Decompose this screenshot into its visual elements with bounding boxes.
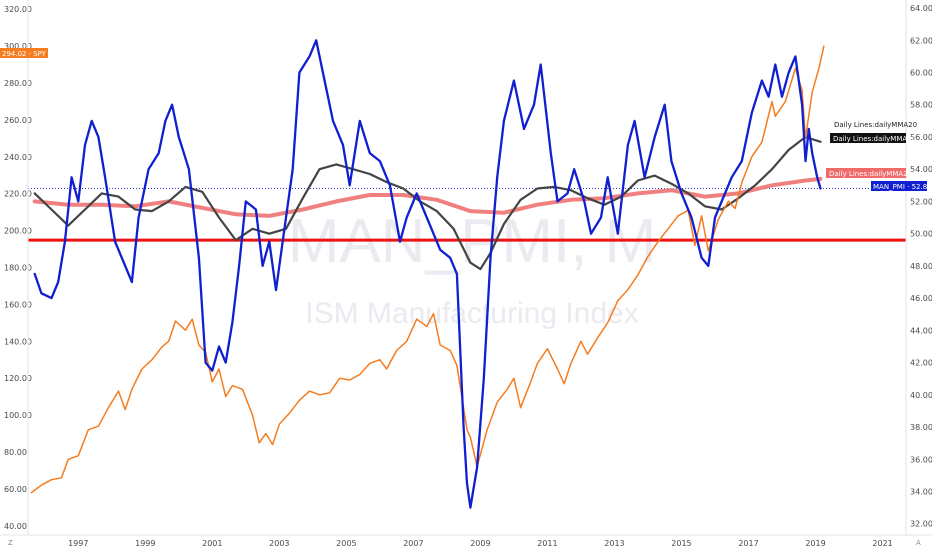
x-tick-label: 2015 <box>671 539 691 548</box>
left-tick-label: 220.00 <box>4 190 32 199</box>
right-tick-label: 44.00 <box>910 326 932 335</box>
x-tick-label: 2001 <box>202 539 222 548</box>
x-tick-label: 2017 <box>738 539 758 548</box>
spy-line[interactable] <box>30 45 825 494</box>
left-tick-label: 320.00 <box>4 5 32 14</box>
left-tick-label: 300.00 <box>4 42 32 51</box>
x-tick-label: 2021 <box>872 539 892 548</box>
x-tick-label: 2009 <box>470 539 490 548</box>
pmi-price-badge: MAN_PMI · 52.80 <box>871 181 932 191</box>
ma20-line[interactable] <box>33 135 822 271</box>
ma200-badge-text: Daily Lines:dailyMMA200 <box>829 170 917 178</box>
right-tick-label: 40.00 <box>910 391 932 400</box>
right-tick-label: 36.00 <box>910 455 932 464</box>
pmi-line[interactable] <box>33 39 822 509</box>
right-tick-label: 52.00 <box>910 197 932 206</box>
right-tick-label: 34.00 <box>910 487 932 496</box>
x-tick-label: 2005 <box>336 539 356 548</box>
left-tick-label: 80.00 <box>4 448 27 457</box>
left-tick-label: 260.00 <box>4 116 32 125</box>
right-tick-label: 42.00 <box>910 359 932 368</box>
right-tick-label: 48.00 <box>910 262 932 271</box>
ma50-badge-text: Daily Lines:dailyMMA50 <box>833 135 916 143</box>
left-tick-label: 280.00 <box>4 79 32 88</box>
ma200-badge: Daily Lines:dailyMMA200 <box>826 168 917 178</box>
right-tick-label: 58.00 <box>910 101 932 110</box>
right-tick-label: 32.00 <box>910 520 932 529</box>
right-tick-label: 60.00 <box>910 69 932 78</box>
right-tick-label: 50.00 <box>910 230 932 239</box>
right-tick-label: 38.00 <box>910 423 932 432</box>
x-tick-label: 2019 <box>805 539 825 548</box>
right-tick-label: 46.00 <box>910 294 932 303</box>
right-tick-label: 54.00 <box>910 165 932 174</box>
left-tick-label: 140.00 <box>4 337 32 346</box>
x-tick-label: 2007 <box>403 539 423 548</box>
left-tick-label: 60.00 <box>4 485 27 494</box>
right-tick-label: 56.00 <box>910 133 932 142</box>
x-tick-label: 1997 <box>68 539 88 548</box>
series-layer <box>28 39 906 509</box>
left-tick-label: 100.00 <box>4 411 32 420</box>
watermark-description: ISM Manufacturing Index <box>305 297 639 330</box>
right-price-axis[interactable]: 32.00 34.00 36.00 38.00 40.00 42.00 44.00 46.00… <box>910 4 932 529</box>
spy-price-badge-text: 294.02 · SPY <box>2 50 47 58</box>
left-tick-label: 180.00 <box>4 264 32 273</box>
pmi-price-badge-text: MAN_PMI · 52.80 <box>873 183 932 191</box>
x-tick-label: 2011 <box>537 539 557 548</box>
left-tick-label: 200.00 <box>4 227 32 236</box>
ma20-note: Daily Lines:dailyMMA20 <box>834 121 917 129</box>
left-tick-label: 40.00 <box>4 522 27 531</box>
x-tick-label: 2003 <box>269 539 289 548</box>
left-tick-label: 160.00 <box>4 300 32 309</box>
left-tick-label: 120.00 <box>4 374 32 383</box>
auto-scale-icon[interactable]: A <box>916 539 921 547</box>
left-tick-label: 240.00 <box>4 153 32 162</box>
left-price-axis[interactable]: 40.00 60.00 80.00 100.00 120.00 140.00 160.00 1… <box>4 5 32 531</box>
ma50-badge: Daily Lines:dailyMMA50 <box>830 133 916 143</box>
x-tick-label: 1999 <box>135 539 155 548</box>
right-tick-label: 64.00 <box>910 4 932 13</box>
spy-price-badge: 294.02 · SPY <box>0 48 48 58</box>
time-axis[interactable]: 1997 1999 2001 2003 2005 2007 2009 2011 2013 2015… <box>68 539 893 548</box>
right-tick-label: 62.00 <box>910 36 932 45</box>
zoom-icon[interactable]: Z <box>8 539 13 547</box>
x-tick-label: 2013 <box>604 539 624 548</box>
